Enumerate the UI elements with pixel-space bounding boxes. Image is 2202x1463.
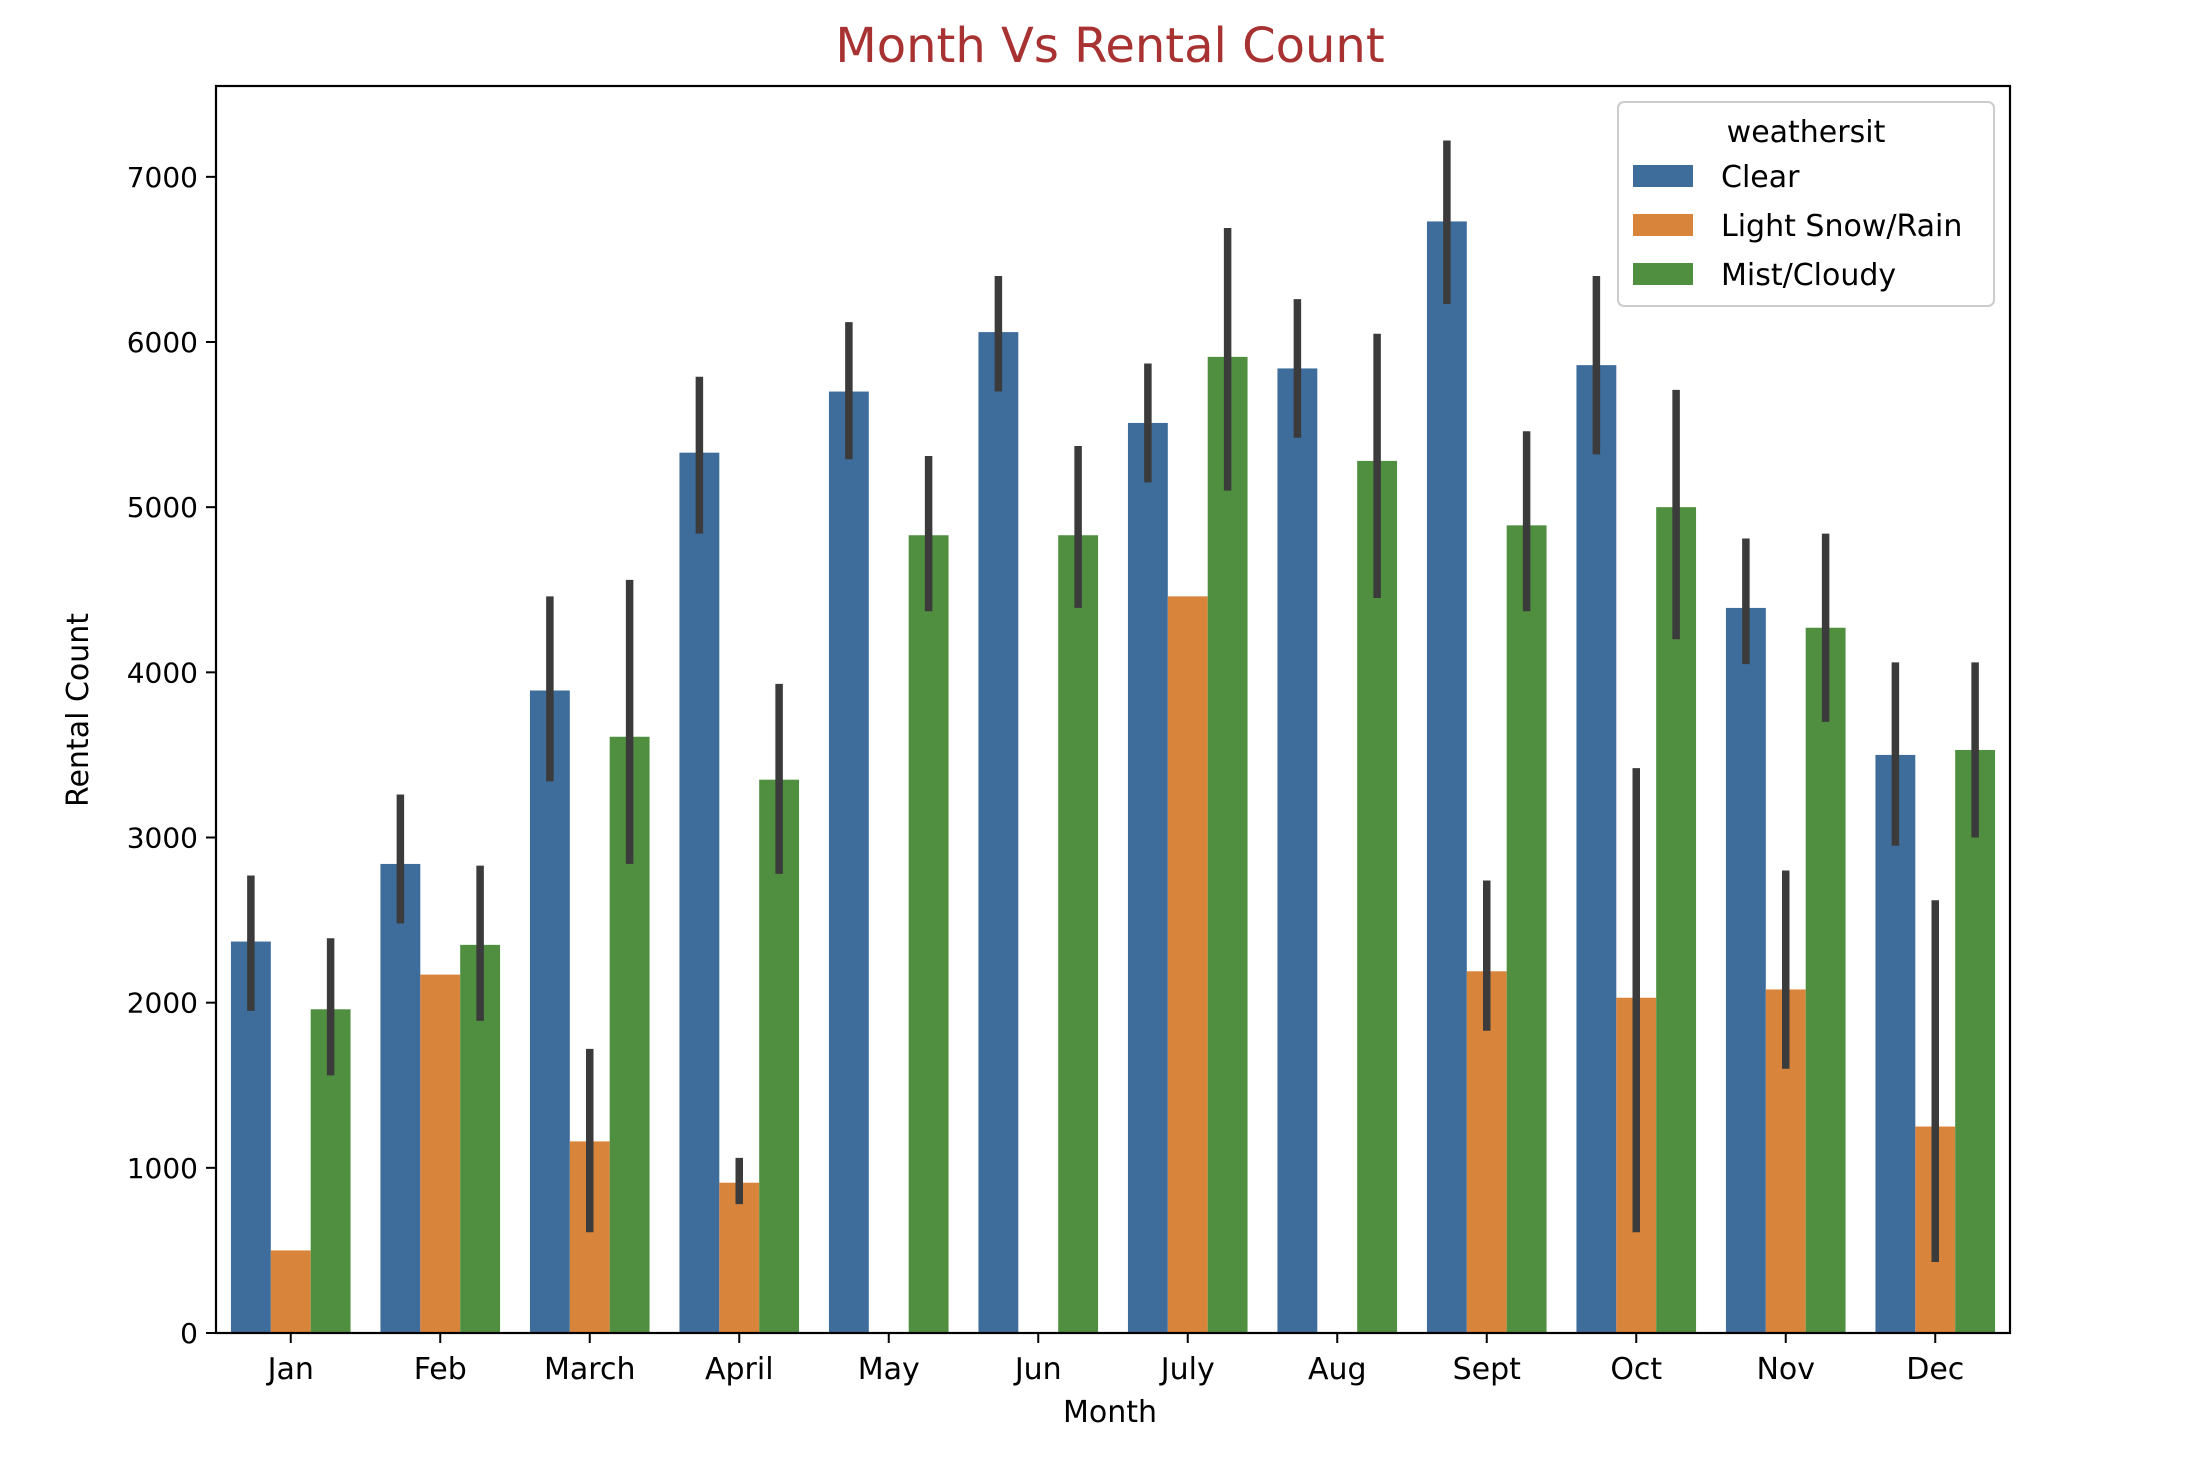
y-tick-label: 7000 xyxy=(127,161,198,194)
y-tick-label: 4000 xyxy=(127,656,198,689)
legend-swatch xyxy=(1633,263,1693,285)
y-axis-label: Rental Count xyxy=(61,613,96,807)
y-tick-label: 1000 xyxy=(127,1152,198,1185)
bar xyxy=(719,1182,760,1333)
bar xyxy=(1127,422,1168,1333)
legend-label: Clear xyxy=(1721,160,1800,195)
y-tick-label: 6000 xyxy=(127,326,198,359)
bar xyxy=(1725,607,1766,1333)
bar xyxy=(529,690,570,1333)
y-tick-label: 0 xyxy=(180,1317,198,1350)
bar xyxy=(270,1250,311,1333)
bar xyxy=(1426,221,1467,1333)
legend-label: Mist/Cloudy xyxy=(1721,258,1896,293)
chart-title: Month Vs Rental Count xyxy=(835,18,1384,74)
x-tick-label: Feb xyxy=(414,1352,467,1387)
x-tick-label: Jan xyxy=(266,1352,314,1387)
y-tick-label: 5000 xyxy=(127,491,198,524)
legend-box xyxy=(1617,101,1995,307)
x-axis-label: Month xyxy=(1063,1395,1157,1430)
bar xyxy=(978,332,1019,1333)
bar xyxy=(1466,971,1507,1333)
x-tick-label: May xyxy=(858,1352,920,1387)
bar xyxy=(1058,535,1099,1333)
bar xyxy=(1955,749,1996,1333)
legend-title: weathersit xyxy=(1727,115,1886,150)
x-tick-label: July xyxy=(1159,1352,1215,1387)
legend-label: Light Snow/Rain xyxy=(1721,209,1962,244)
bar xyxy=(1506,525,1547,1333)
bar xyxy=(1167,596,1208,1333)
legend-swatch xyxy=(1633,214,1693,236)
bar xyxy=(1805,627,1846,1333)
bar xyxy=(420,974,461,1333)
bar xyxy=(1875,754,1916,1333)
x-tick-label: Aug xyxy=(1308,1352,1367,1387)
legend-swatch xyxy=(1633,165,1693,187)
legend: weathersit Clear Light Snow/Rain Mist/Cloud… xyxy=(1617,101,1995,307)
plot-frame xyxy=(214,84,2012,1335)
bar xyxy=(1576,365,1617,1334)
y-tick-label: 2000 xyxy=(127,987,198,1020)
bar xyxy=(380,863,421,1333)
bar xyxy=(828,391,869,1334)
x-tick-label: Nov xyxy=(1756,1352,1815,1387)
bar xyxy=(1207,356,1248,1333)
x-tick-label: Dec xyxy=(1906,1352,1964,1387)
bar xyxy=(1357,460,1398,1333)
bar xyxy=(679,452,720,1333)
x-tick-label: Jun xyxy=(1013,1352,1062,1387)
bar xyxy=(908,535,949,1333)
y-tick-label: 3000 xyxy=(127,822,198,855)
bar xyxy=(1656,507,1697,1333)
x-tick-label: March xyxy=(544,1352,635,1387)
x-tick-label: Oct xyxy=(1610,1352,1662,1387)
bar xyxy=(1277,368,1318,1333)
x-tick-label: Sept xyxy=(1453,1352,1522,1387)
x-tick-label: April xyxy=(705,1352,774,1387)
